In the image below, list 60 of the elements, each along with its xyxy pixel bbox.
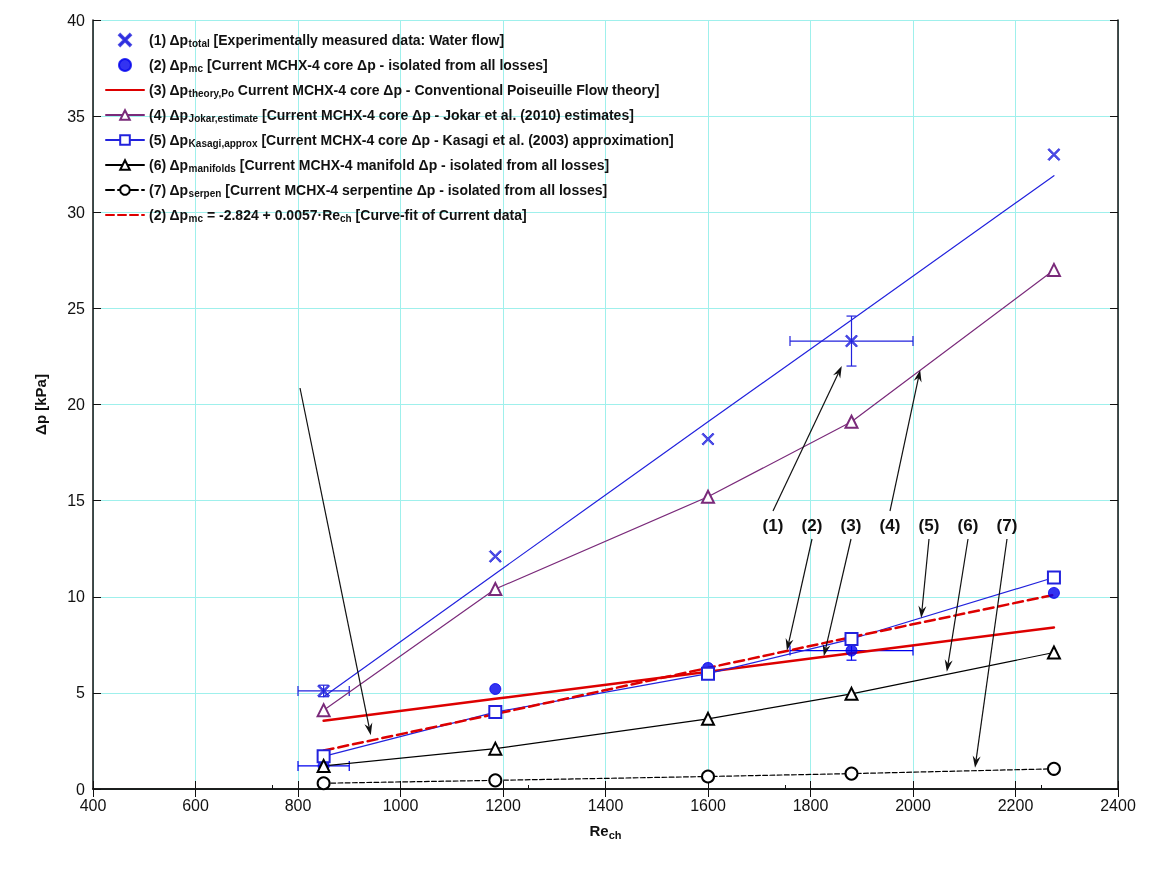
- x-tick-label: 1200: [485, 796, 521, 814]
- legend-label: (3) Δptheory,Po Current MCHX-4 core Δp - Conventional Poiseuille Flow theory]: [149, 82, 660, 99]
- point: [1046, 761, 1061, 776]
- x-tick-label: 400: [79, 796, 107, 814]
- point: [316, 776, 331, 791]
- x-tick-label: 2200: [997, 796, 1034, 814]
- point: [844, 632, 859, 647]
- point: [488, 549, 502, 563]
- x-tick-label: 1000: [382, 796, 419, 814]
- point: [488, 705, 503, 720]
- y-tick-label: 10: [67, 588, 86, 606]
- point: [844, 766, 859, 781]
- annotation: (2): [801, 516, 823, 535]
- annotation: (3): [840, 516, 862, 535]
- point: [1046, 262, 1061, 277]
- point: [489, 683, 502, 696]
- y-tick-label: 0: [76, 780, 86, 798]
- y-tick-label: 35: [67, 107, 86, 125]
- point: [701, 666, 715, 681]
- point: [1047, 586, 1060, 599]
- y-tick-label: 25: [67, 299, 86, 317]
- point: [701, 489, 715, 504]
- y-tick-label: 40: [67, 11, 86, 29]
- point: [844, 686, 859, 701]
- legend-label: (6) Δpmanifolds [Current MCHX-4 manifold Δp - isolated from all losses]: [149, 157, 610, 174]
- point: [701, 769, 715, 784]
- annotation: (6): [957, 516, 979, 535]
- annotation: (7): [996, 516, 1018, 535]
- point: [316, 703, 331, 718]
- point: [1046, 570, 1061, 585]
- annotation: (4): [879, 516, 901, 535]
- y-tick-label: 15: [67, 492, 86, 510]
- legend-label: (1) Δptotal [Experimentally measured data: Water flow]: [149, 32, 505, 49]
- legend-label: (7) Δpserpen [Current MCHX-4 serpentine Δp - isolated from all losses]: [149, 182, 608, 199]
- point: [701, 711, 715, 726]
- x-tick-label: 2000: [895, 796, 931, 814]
- x-tick-label: 800: [284, 796, 312, 814]
- point: [488, 582, 503, 597]
- y-tick-label: 20: [67, 396, 86, 413]
- annotation: (1): [762, 516, 784, 535]
- annotation: (5): [918, 516, 940, 535]
- y-axis-title: Δp [kPa]: [32, 374, 49, 435]
- x-tick-label: 2400: [1100, 796, 1136, 814]
- x-tick-label: 1600: [690, 796, 726, 814]
- y-tick-label: 5: [76, 684, 86, 702]
- legend-label: (2) Δpmc = -2.824 + 0.0057·Rech [Curve-fit of Current data]: [149, 207, 527, 224]
- legend-label: (5) ΔpKasagi,approx [Current MCHX-4 core Δp - Kasagi et al. (2003) approximation]: [149, 132, 674, 149]
- point: [1047, 148, 1061, 162]
- point: [701, 432, 715, 446]
- point: [844, 414, 859, 429]
- x-tick-label: 600: [182, 796, 209, 814]
- point: [845, 334, 858, 348]
- legend-label: (4) ΔpJokar,estimate [Current MCHX-4 core Δp - Jokar et al. (2010) estimates]: [149, 107, 634, 124]
- x-tick-label: 1400: [587, 796, 624, 814]
- y-tick-label: 30: [67, 203, 86, 221]
- point: [488, 741, 503, 756]
- point: [1046, 645, 1061, 660]
- x-tick-label: 1800: [792, 796, 829, 814]
- point: [316, 749, 331, 764]
- legend-label: (2) Δpmc [Current MCHX-4 core Δp - isolated from all losses]: [149, 57, 548, 74]
